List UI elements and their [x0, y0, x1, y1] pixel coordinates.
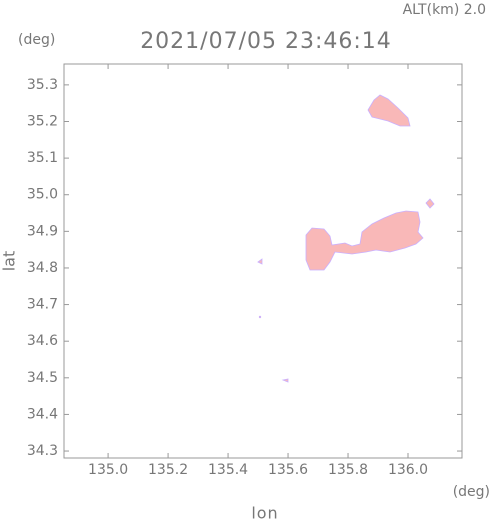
x-axis-label: lon [251, 504, 278, 521]
y-tick-label: 34.7 [27, 297, 58, 313]
x-tick-label: 135.4 [208, 462, 248, 478]
x-tick-label: 135.6 [268, 462, 308, 478]
echo [425, 198, 435, 209]
x-tick-label: 135.8 [328, 462, 368, 478]
echo-regions [257, 94, 435, 383]
plot-frame [63, 63, 463, 459]
echo [367, 94, 411, 127]
altitude-label: ALT(km) 2.0 [403, 2, 486, 18]
y-tick-label: 34.3 [27, 443, 58, 459]
y-tick-label: 34.5 [27, 370, 58, 386]
echo [258, 315, 262, 319]
echo [305, 210, 424, 271]
echo [281, 378, 289, 383]
y-tick-label: 35.1 [27, 150, 58, 166]
y-unit: (deg) [18, 32, 55, 48]
y-tick-label: 35.0 [27, 187, 58, 203]
x-tick-label: 135.0 [88, 462, 128, 478]
y-tick-label: 34.8 [27, 260, 58, 276]
y-tick-label: 34.9 [27, 223, 58, 239]
y-tick-label: 34.4 [27, 406, 58, 422]
y-tick-label: 34.6 [27, 333, 58, 349]
y-tick-label: 35.2 [27, 113, 58, 129]
chart-title: 2021/07/05 23:46:14 [140, 29, 392, 54]
y-axis-label: lat [0, 251, 19, 272]
y-tick-label: 35.3 [27, 77, 58, 93]
x-tick-label: 135.2 [148, 462, 188, 478]
x-tick-label: 136.0 [388, 462, 428, 478]
x-unit: (deg) [453, 484, 490, 500]
echo [257, 258, 263, 265]
